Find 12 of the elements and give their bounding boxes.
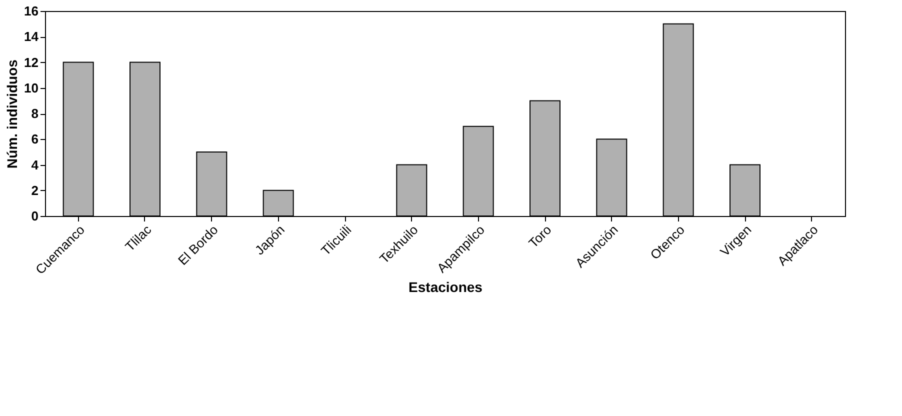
y-tick-label: 14 [24,29,40,44]
x-axis-title: Estaciones [408,279,483,296]
x-tick-label: Toro [526,222,554,251]
y-axis-title: Núm. individuos [4,59,20,168]
y-tick-label: 2 [31,182,38,198]
y-tick-label: 0 [31,208,38,224]
y-tick-label: 12 [24,54,38,70]
y-tick-label: 8 [31,106,38,121]
y-tick-label: 10 [24,80,38,96]
y-tick-label: 16 [24,4,38,18]
y-tick-label: 6 [31,132,38,147]
y-tick-label: 4 [31,157,40,172]
